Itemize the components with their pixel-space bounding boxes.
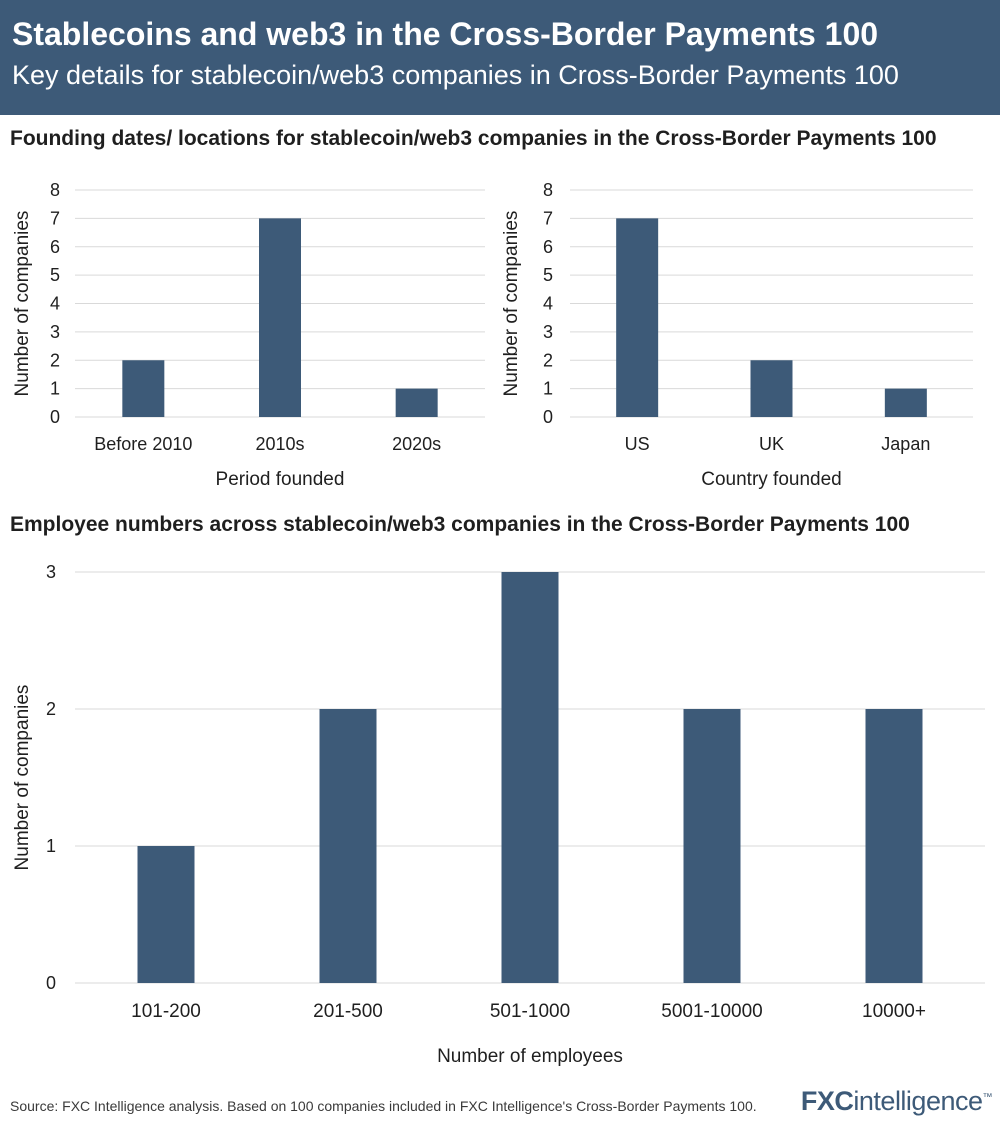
y-tick-label: 5 xyxy=(543,265,553,285)
x-axis-title: Period founded xyxy=(216,469,345,490)
y-tick-label: 0 xyxy=(46,973,56,993)
x-axis-title: Country founded xyxy=(701,469,842,490)
y-tick-label: 6 xyxy=(50,237,60,257)
y-axis-title: Number of companies xyxy=(12,211,33,397)
y-tick-label: 3 xyxy=(46,562,56,582)
x-category-label: 5001-10000 xyxy=(661,1001,762,1022)
bar xyxy=(137,846,195,983)
x-category-label: 2010s xyxy=(255,434,304,454)
employee-numbers-chart: 0 1 2 3 101-200 201-500 501-1000 5001-10000 1000… xyxy=(12,562,985,1067)
x-axis-title: Number of employees xyxy=(437,1046,623,1067)
y-tick-label: 5 xyxy=(50,265,60,285)
y-tick-label: 2 xyxy=(50,350,60,370)
y-tick-label: 1 xyxy=(50,379,60,399)
y-tick-label: 2 xyxy=(46,699,56,719)
bar xyxy=(884,388,927,417)
employee-section-title: Employee numbers across stablecoin/web3 … xyxy=(10,513,910,536)
y-tick-label: 1 xyxy=(543,379,553,399)
y-tick-label: 4 xyxy=(50,294,60,314)
y-tick-label: 7 xyxy=(50,208,60,228)
founding-section-title: Founding dates/ locations for stablecoin… xyxy=(10,127,937,150)
x-category-label: UK xyxy=(759,434,784,454)
country-founded-chart: 0 1 2 3 4 5 6 7 8 US UK Japan Country founded Number … xyxy=(501,180,973,490)
bar xyxy=(683,709,741,983)
header-banner: Stablecoins and web3 in the Cross-Border… xyxy=(0,0,1000,115)
fxc-intelligence-logo: FXCintelligence™ xyxy=(800,1086,993,1117)
y-tick-label: 0 xyxy=(50,407,60,427)
x-category-label: 2020s xyxy=(392,434,441,454)
page-subtitle: Key details for stablecoin/web3 companie… xyxy=(12,60,899,90)
y-tick-label: 6 xyxy=(543,237,553,257)
x-category-label: 101-200 xyxy=(131,1001,201,1022)
y-tick-label: 1 xyxy=(46,836,56,856)
y-tick-label: 3 xyxy=(50,322,60,342)
y-axis-title: Number of companies xyxy=(501,211,522,397)
bar xyxy=(865,709,923,983)
bar xyxy=(259,218,301,417)
source-note: Source: FXC Intelligence analysis. Based… xyxy=(10,1098,757,1114)
logo-tm-text: ™ xyxy=(982,1092,993,1103)
y-tick-label: 7 xyxy=(543,208,553,228)
bar xyxy=(395,388,438,417)
y-axis-title: Number of companies xyxy=(12,685,33,871)
logo-fx-text: FXC xyxy=(800,1086,854,1116)
logo-rest-text: intelligence xyxy=(853,1086,983,1116)
x-category-label: Japan xyxy=(881,434,930,454)
x-category-label: Before 2010 xyxy=(94,434,192,454)
bar xyxy=(501,572,559,983)
period-founded-chart: 0 1 2 3 4 5 6 7 8 Before 2010 2010s 2020s Period fou… xyxy=(12,180,485,490)
y-tick-label: 3 xyxy=(543,322,553,342)
x-category-label: 501-1000 xyxy=(490,1001,570,1022)
bar xyxy=(616,218,659,417)
bar xyxy=(319,709,377,983)
y-tick-label: 4 xyxy=(543,294,553,314)
y-tick-label: 0 xyxy=(543,407,553,427)
y-tick-label: 8 xyxy=(50,180,60,200)
bar xyxy=(750,360,793,417)
y-tick-label: 2 xyxy=(543,350,553,370)
page-title: Stablecoins and web3 in the Cross-Border… xyxy=(12,16,879,52)
x-category-label: US xyxy=(625,434,650,454)
bar xyxy=(122,360,165,417)
x-category-label: 201-500 xyxy=(313,1001,383,1022)
x-category-label: 10000+ xyxy=(862,1001,926,1022)
y-tick-label: 8 xyxy=(543,180,553,200)
